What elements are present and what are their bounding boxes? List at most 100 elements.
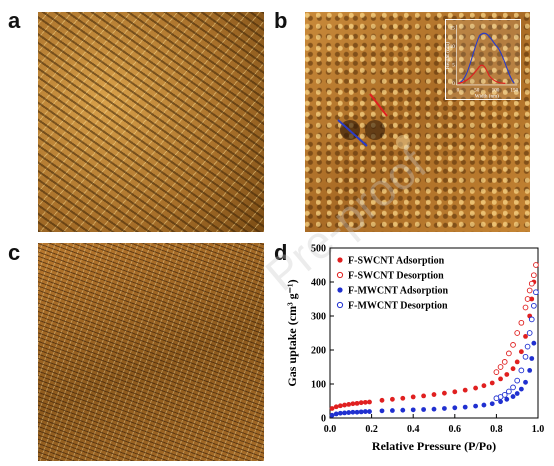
series-f-swcnt-desorption xyxy=(493,262,539,375)
data-point xyxy=(338,403,343,409)
y-tick-label: 200 xyxy=(311,346,326,357)
x-tick-label: 0.2 xyxy=(365,424,378,435)
data-point xyxy=(350,409,356,415)
data-point xyxy=(431,406,437,412)
data-point xyxy=(329,406,335,411)
inset-ylabel: Height (nm) xyxy=(444,41,451,68)
data-point xyxy=(531,340,537,346)
data-point xyxy=(342,402,347,408)
data-point xyxy=(528,280,535,287)
inset-chart: 0 50 100 150 0 5 10 15 Width (nm) Height (nm) xyxy=(444,24,518,99)
data-point xyxy=(442,406,447,411)
data-point xyxy=(514,377,521,384)
y-tick-label: 300 xyxy=(311,312,326,323)
inset-xtick-label: 50 xyxy=(474,87,479,93)
legend-marker xyxy=(337,257,343,263)
data-point xyxy=(358,409,364,415)
legend-marker xyxy=(336,301,344,309)
data-point xyxy=(390,396,395,402)
data-point xyxy=(530,302,537,309)
series-f-mwcnt-desorption xyxy=(493,289,539,402)
data-point xyxy=(462,387,468,393)
x-tick-label: 0.6 xyxy=(449,424,462,435)
micrograph-a xyxy=(38,12,264,232)
data-point xyxy=(333,411,339,417)
data-point xyxy=(379,397,385,403)
inset-xtick-label: 150 xyxy=(510,87,518,93)
inset-xlabel: Width (nm) xyxy=(474,92,498,99)
data-point xyxy=(442,390,447,396)
legend: F-SWCNT Adsorption F-SWCNT Desorption F-MW… xyxy=(336,256,449,312)
data-point xyxy=(354,409,360,415)
inset-xtick-label: 0 xyxy=(456,87,459,93)
data-point xyxy=(524,343,531,350)
y-tick-label: 0 xyxy=(321,414,326,425)
data-point xyxy=(338,410,343,416)
afm-image-b: 0 50 100 150 0 5 10 15 Width (nm) Height (nm) xyxy=(305,12,530,232)
data-point xyxy=(527,368,533,373)
data-point xyxy=(410,407,416,413)
data-point xyxy=(421,407,426,412)
data-point xyxy=(400,407,406,413)
data-point xyxy=(390,408,395,413)
data-point xyxy=(379,408,385,414)
data-point xyxy=(329,412,335,418)
isotherm-svg: 0.0 0.2 0.4 0.6 0.8 1.0 0 100 200 300 400 500 Relati… xyxy=(285,244,544,454)
data-point xyxy=(493,369,500,375)
legend-label: F-MWCNT Desorption xyxy=(348,301,448,312)
data-point xyxy=(462,404,468,410)
data-point xyxy=(514,330,521,336)
data-point xyxy=(518,319,525,326)
data-point xyxy=(489,380,495,386)
inset-ytick-label: 10 xyxy=(449,43,454,49)
data-point xyxy=(501,359,508,365)
particle-dark-2 xyxy=(365,120,385,140)
data-point xyxy=(530,272,537,279)
inset-ytick-label: 15 xyxy=(449,25,454,31)
data-point xyxy=(452,389,458,395)
blue-profile-line xyxy=(337,119,368,147)
data-point xyxy=(529,296,535,302)
data-point xyxy=(498,376,503,382)
data-point xyxy=(533,289,539,296)
data-point xyxy=(431,392,437,397)
data-point xyxy=(518,367,525,374)
data-point xyxy=(510,394,516,399)
data-point xyxy=(504,396,510,402)
x-tick-label: 0.8 xyxy=(490,424,503,435)
data-point xyxy=(506,350,512,357)
legend-label: F-MWCNT Adsorption xyxy=(348,286,449,297)
data-point xyxy=(481,402,487,408)
data-point xyxy=(498,399,503,405)
y-tick-label: 400 xyxy=(311,278,326,289)
data-point xyxy=(350,401,356,407)
data-point xyxy=(473,385,478,391)
data-point xyxy=(510,366,516,372)
data-point xyxy=(526,330,533,336)
data-point xyxy=(514,359,520,365)
data-point xyxy=(524,296,531,302)
plot-frame xyxy=(329,247,539,419)
isotherm-chart: 0.0 0.2 0.4 0.6 0.8 1.0 0 100 200 300 400 500 Relati… xyxy=(282,240,552,464)
data-point xyxy=(522,304,529,311)
data-point xyxy=(452,405,458,411)
data-point xyxy=(529,356,535,361)
data-point xyxy=(333,404,339,410)
data-point xyxy=(362,409,368,414)
data-point xyxy=(473,403,478,409)
micrograph-c xyxy=(38,243,264,461)
particle-bright xyxy=(396,135,410,149)
data-point xyxy=(346,402,352,407)
legend-label: F-SWCNT Adsorption xyxy=(348,256,445,267)
data-point xyxy=(518,349,524,355)
y-tick-label: 100 xyxy=(311,380,326,391)
data-point xyxy=(510,384,516,391)
data-point xyxy=(497,364,504,370)
afm-markers xyxy=(337,93,410,149)
inset-red-curve xyxy=(457,64,505,84)
x-axis-label: Relative Pressure (P/Po) xyxy=(372,439,496,453)
data-point xyxy=(346,410,352,415)
panel-label-a: a xyxy=(8,8,21,33)
data-point xyxy=(493,395,500,402)
data-point xyxy=(518,386,524,392)
